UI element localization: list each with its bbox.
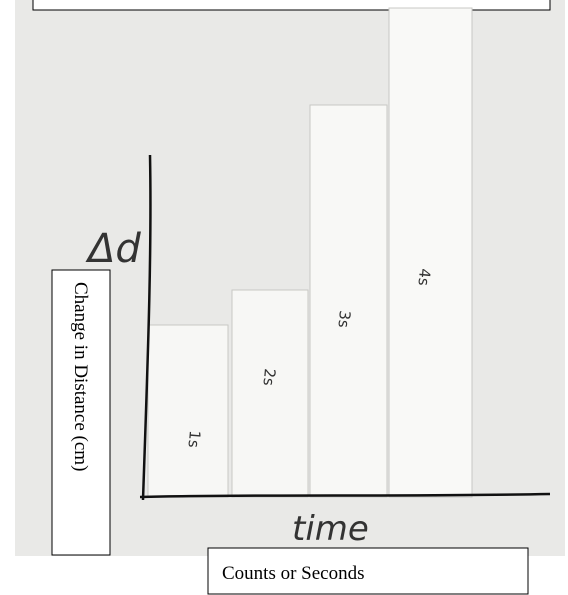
- paper-strip: [148, 325, 228, 497]
- paper-strip: [232, 290, 308, 497]
- page: {"photo": {"axis_label_handwritten": "Δd…: [0, 0, 568, 595]
- y-axis-label: Change in Distance (cm): [70, 282, 91, 471]
- strip-label: 3s: [334, 310, 353, 329]
- figure: Δd time 1s 2s 3s 4s Change in Distance (…: [0, 0, 568, 595]
- paper-strip: [310, 105, 387, 497]
- x-axis-label: Counts or Seconds: [222, 563, 365, 584]
- strip-label: 2s: [259, 368, 278, 387]
- handwritten-label: Δd: [85, 226, 141, 272]
- strip-label: 1s: [184, 430, 203, 449]
- paper-strip: [389, 8, 472, 497]
- strip-label: 4s: [414, 268, 433, 287]
- handwritten-label: time: [292, 509, 369, 549]
